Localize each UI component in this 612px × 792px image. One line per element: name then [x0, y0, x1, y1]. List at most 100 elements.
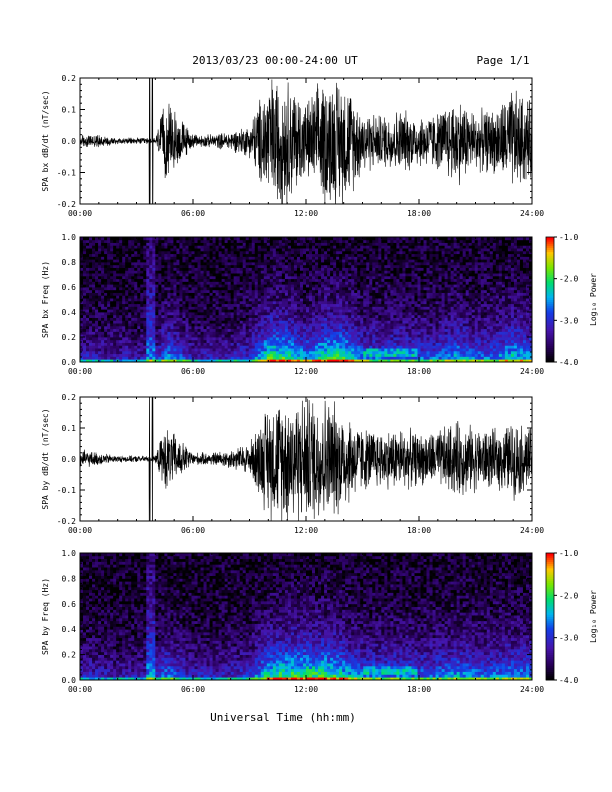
heatmap-cell — [321, 245, 325, 249]
heatmap-cell — [315, 287, 319, 291]
heatmap-cell — [378, 278, 382, 282]
heatmap-cell — [290, 295, 295, 299]
heatmap-cell — [227, 264, 232, 268]
heatmap-cell — [206, 356, 210, 360]
heatmap-cell — [315, 356, 319, 360]
heatmap-cell — [324, 292, 328, 296]
heatmap-cell — [110, 348, 114, 352]
heatmap-cell — [146, 348, 150, 352]
heatmap-cell — [86, 353, 90, 357]
heatmap-cell — [236, 353, 241, 357]
heatmap-cell — [116, 289, 120, 293]
heatmap-cell — [239, 314, 244, 318]
heatmap-cell — [215, 339, 220, 343]
heatmap-cell — [372, 334, 376, 338]
heatmap-cell — [206, 253, 210, 257]
heatmap-cell — [113, 312, 117, 316]
heatmap-cell — [236, 256, 241, 260]
heatmap-cell — [131, 237, 135, 241]
heatmap-cell — [236, 287, 241, 291]
heatmap-cell — [384, 295, 388, 299]
heatmap-cell — [396, 284, 400, 288]
heatmap-cell — [170, 287, 174, 291]
heatmap-cell — [263, 262, 268, 266]
heatmap-cell — [203, 328, 207, 332]
heatmap-cell — [287, 259, 292, 263]
heatmap-cell — [125, 264, 129, 268]
heatmap-cell — [342, 273, 346, 277]
heatmap-cell — [284, 306, 289, 310]
heatmap-cell — [287, 284, 292, 288]
heatmap-cell — [176, 312, 180, 316]
heatmap-cell — [393, 259, 397, 263]
heatmap-cell — [248, 262, 253, 266]
heatmap-cell — [155, 248, 159, 252]
heatmap-cell — [293, 248, 298, 252]
heatmap-cell — [86, 348, 90, 352]
heatmap-cell — [113, 273, 117, 277]
heatmap-cell — [143, 259, 147, 263]
heatmap-cell — [227, 339, 232, 343]
heatmap-cell — [242, 298, 247, 302]
heatmap-cell — [128, 289, 132, 293]
heatmap-cell — [227, 284, 232, 288]
heatmap-cell — [357, 342, 361, 346]
heatmap-cell — [375, 323, 379, 327]
heatmap-cell — [95, 242, 99, 246]
heatmap-cell — [387, 275, 391, 280]
heatmap-cell — [378, 295, 382, 299]
heatmap-cell — [260, 292, 265, 296]
heatmap-cell — [131, 359, 135, 363]
heatmap-cell — [188, 339, 192, 343]
heatmap-cell — [212, 353, 216, 357]
heatmap-cell — [206, 317, 210, 321]
heatmap-cell — [176, 339, 180, 343]
heatmap-cell — [396, 312, 400, 316]
heatmap-cell — [360, 267, 364, 271]
heatmap-cell — [110, 353, 114, 357]
heatmap-cell — [200, 348, 204, 352]
heatmap-cell — [86, 264, 90, 268]
heatmap-cell — [146, 339, 150, 343]
heatmap-cell — [287, 292, 292, 296]
heatmap-cell — [194, 300, 198, 305]
heatmap-cell — [324, 303, 328, 307]
heatmap-cell — [354, 248, 358, 252]
heatmap-cell — [182, 314, 186, 318]
heatmap-cell — [131, 289, 135, 293]
heatmap-cell — [309, 325, 313, 330]
heatmap-cell — [309, 317, 313, 321]
heatmap-cell — [239, 292, 244, 296]
heatmap-cell — [336, 337, 340, 341]
heatmap-cell — [83, 264, 87, 268]
heatmap-cell — [206, 256, 210, 260]
heatmap-cell — [248, 259, 253, 263]
heatmap-cell — [107, 325, 111, 330]
heatmap-cell — [197, 281, 201, 285]
heatmap-cell — [327, 325, 331, 330]
heatmap-cell — [363, 259, 367, 263]
heatmap-cell — [293, 292, 298, 296]
heatmap-cell — [266, 292, 271, 296]
heatmap-cell — [110, 325, 114, 330]
heatmap-cell — [248, 270, 253, 274]
heatmap-cell — [342, 239, 346, 243]
heatmap-cell — [399, 245, 403, 249]
heatmap-cell — [140, 328, 144, 332]
heatmap-cell — [242, 300, 247, 305]
heatmap-cell — [348, 292, 352, 296]
heatmap-cell — [203, 267, 207, 271]
heatmap-cell — [396, 295, 400, 299]
heatmap-cell — [309, 339, 313, 343]
heatmap-cell — [83, 267, 87, 271]
heatmap-cell — [354, 317, 358, 321]
heatmap-cell — [390, 287, 394, 291]
heatmap-cell — [119, 242, 123, 246]
heatmap-cell — [203, 264, 207, 268]
heatmap-cell — [387, 356, 391, 360]
heatmap-cell — [257, 353, 262, 357]
heatmap-cell — [324, 267, 328, 271]
heatmap-cell — [381, 334, 385, 338]
heatmap-cell — [296, 242, 301, 246]
heatmap-cell — [155, 239, 159, 243]
